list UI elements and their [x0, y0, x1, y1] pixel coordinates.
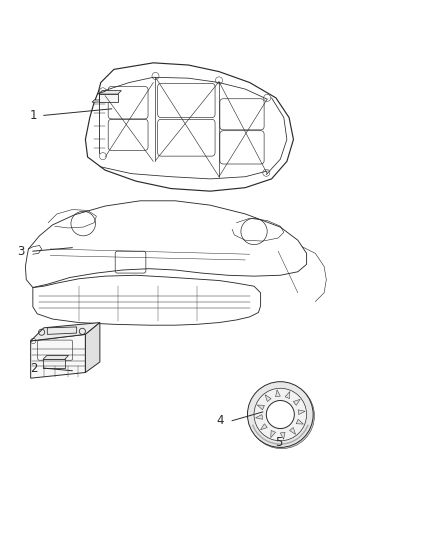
Polygon shape: [85, 322, 100, 373]
Polygon shape: [99, 94, 118, 102]
Circle shape: [247, 382, 313, 447]
Polygon shape: [31, 322, 100, 341]
Polygon shape: [43, 356, 69, 359]
Polygon shape: [99, 91, 121, 94]
Circle shape: [266, 400, 294, 429]
Text: 3: 3: [17, 245, 24, 257]
Polygon shape: [31, 334, 85, 378]
Text: 2: 2: [30, 361, 37, 375]
Polygon shape: [257, 405, 265, 410]
Polygon shape: [285, 391, 290, 399]
Text: 5: 5: [275, 436, 283, 449]
Polygon shape: [271, 431, 276, 438]
Polygon shape: [43, 359, 65, 368]
Circle shape: [249, 383, 314, 449]
Polygon shape: [265, 395, 271, 401]
Polygon shape: [293, 399, 300, 405]
Polygon shape: [255, 415, 262, 419]
Text: 1: 1: [30, 109, 37, 122]
Polygon shape: [280, 432, 285, 439]
Text: 4: 4: [216, 414, 223, 427]
Polygon shape: [296, 419, 304, 424]
Circle shape: [254, 388, 307, 441]
Polygon shape: [92, 99, 118, 102]
Polygon shape: [276, 390, 280, 397]
Polygon shape: [261, 424, 267, 430]
Polygon shape: [290, 427, 296, 434]
Polygon shape: [298, 410, 305, 415]
